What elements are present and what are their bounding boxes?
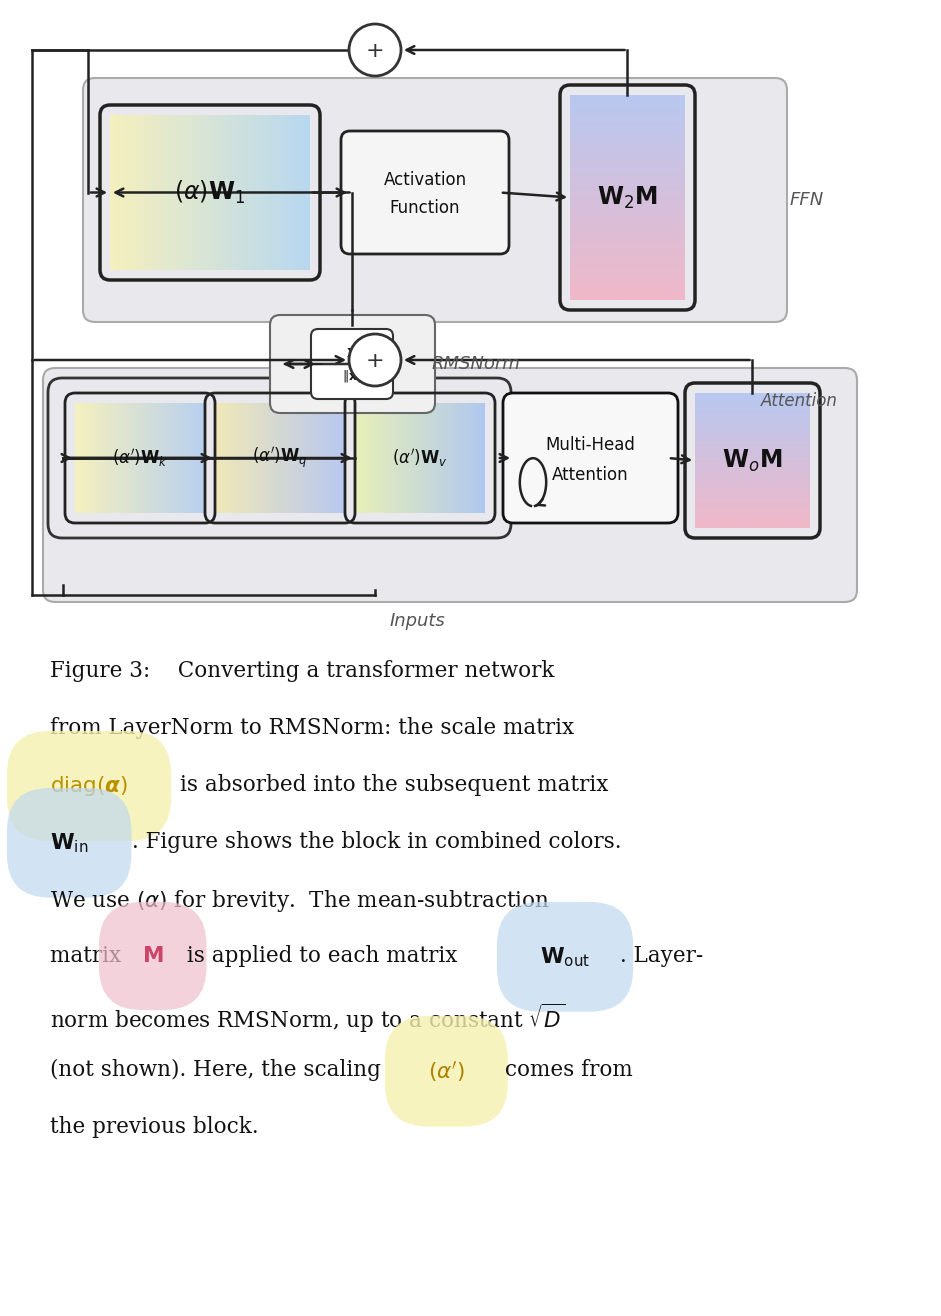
- Text: the previous block.: the previous block.: [50, 1116, 259, 1138]
- Text: +: +: [366, 41, 384, 61]
- Text: Figure 3:    Converting a transformer network: Figure 3: Converting a transformer netwo…: [50, 661, 554, 682]
- FancyBboxPatch shape: [341, 132, 509, 254]
- Text: $\|\mathbf{x}\|$: $\|\mathbf{x}\|$: [342, 368, 362, 384]
- FancyBboxPatch shape: [43, 368, 857, 601]
- Text: $(\alpha')\mathbf{W}_q$: $(\alpha')\mathbf{W}_q$: [252, 445, 308, 471]
- Text: We use $(\alpha)$ for brevity.  The mean-subtraction: We use $(\alpha)$ for brevity. The mean-…: [50, 888, 550, 915]
- Text: matrix: matrix: [50, 945, 128, 967]
- Text: RMSNorm: RMSNorm: [432, 355, 520, 372]
- Text: FFN: FFN: [790, 191, 824, 209]
- Text: from LayerNorm to RMSNorm: the scale matrix: from LayerNorm to RMSNorm: the scale mat…: [50, 717, 574, 740]
- FancyBboxPatch shape: [270, 315, 435, 413]
- Text: $\mathbf{W}_2\mathbf{M}$: $\mathbf{W}_2\mathbf{M}$: [598, 184, 658, 211]
- Text: is absorbed into the subsequent matrix: is absorbed into the subsequent matrix: [180, 774, 609, 796]
- FancyBboxPatch shape: [503, 393, 678, 522]
- Circle shape: [349, 334, 401, 386]
- FancyBboxPatch shape: [311, 329, 393, 399]
- Text: norm becomes RMSNorm, up to a constant $\sqrt{D}$: norm becomes RMSNorm, up to a constant $…: [50, 1001, 566, 1036]
- Text: Inputs: Inputs: [390, 612, 446, 630]
- Text: Attention: Attention: [552, 466, 629, 483]
- Text: comes from: comes from: [498, 1059, 632, 1080]
- Text: . Layer-: . Layer-: [620, 945, 703, 967]
- Text: $\mathbf{M}$: $\mathbf{M}$: [142, 945, 164, 967]
- Text: $(\alpha)\mathbf{W}_1$: $(\alpha)\mathbf{W}_1$: [174, 179, 246, 207]
- Text: is applied to each matrix: is applied to each matrix: [180, 945, 464, 967]
- Text: $(\alpha')\mathbf{W}_v$: $(\alpha')\mathbf{W}_v$: [392, 447, 448, 468]
- Text: $\mathbf{W}_{\mathrm{out}}$: $\mathbf{W}_{\mathrm{out}}$: [540, 945, 590, 969]
- Text: $\mathbf{W}_{\mathrm{in}}$: $\mathbf{W}_{\mathrm{in}}$: [50, 830, 88, 854]
- Text: (not shown). Here, the scaling: (not shown). Here, the scaling: [50, 1059, 388, 1080]
- Circle shape: [349, 24, 401, 76]
- FancyBboxPatch shape: [83, 78, 787, 322]
- Text: $(\alpha')\mathbf{W}_k$: $(\alpha')\mathbf{W}_k$: [112, 447, 168, 468]
- Text: Activation: Activation: [383, 171, 467, 190]
- Text: Function: Function: [390, 199, 460, 217]
- Text: $\mathrm{diag}(\boldsymbol{\alpha})$: $\mathrm{diag}(\boldsymbol{\alpha})$: [50, 774, 128, 797]
- Text: $\mathbf{W}_o\mathbf{M}$: $\mathbf{W}_o\mathbf{M}$: [723, 447, 783, 474]
- Text: Attention: Attention: [761, 392, 838, 411]
- Text: $(\boldsymbol{\alpha'})$: $(\boldsymbol{\alpha'})$: [428, 1059, 465, 1083]
- Text: Multi-Head: Multi-Head: [546, 436, 635, 454]
- Text: . Figure shows the block in combined colors.: . Figure shows the block in combined col…: [132, 830, 621, 853]
- Text: $\mathbf{x}$: $\mathbf{x}$: [346, 345, 358, 361]
- Text: +: +: [366, 351, 384, 371]
